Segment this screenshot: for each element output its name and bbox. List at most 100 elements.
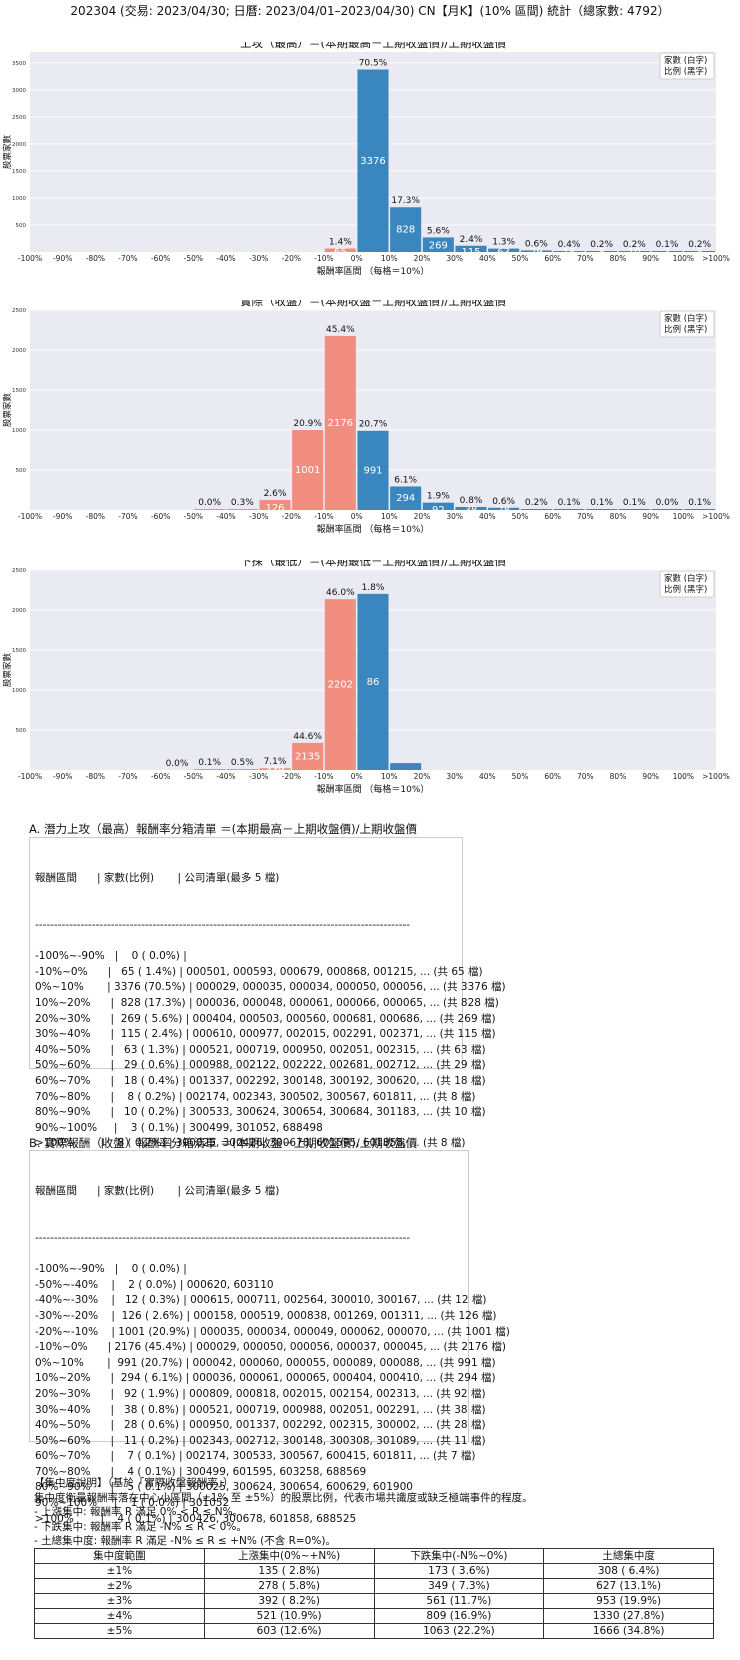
bar-pct-label: 0.2% bbox=[623, 240, 646, 250]
y-tick-label: 2500 bbox=[12, 115, 26, 121]
concentration-table: 集中度範圍 上漲集中(0%~+N%) 下跌集中(-N%~0%) 土總集中度 ±1… bbox=[34, 1548, 714, 1639]
table-cell: 308 ( 6.4%) bbox=[543, 1563, 714, 1579]
table-cell: ±2% bbox=[34, 1578, 205, 1594]
bin-row: -50%~-40% | 2 ( 0.0%) | 000620, 603110 bbox=[35, 1278, 274, 1291]
x-tick-label: -70% bbox=[118, 772, 137, 781]
x-tick-label: 70% bbox=[577, 512, 594, 521]
y-tick-label: 1500 bbox=[12, 388, 26, 394]
table-cell: ±5% bbox=[34, 1623, 205, 1639]
x-tick-label: 0% bbox=[351, 254, 363, 263]
x-tick-label: 90% bbox=[642, 772, 659, 781]
bar-count-label: 269 bbox=[429, 240, 448, 251]
bin-row: -100%~-90% | 0 ( 0.0%) | bbox=[35, 1263, 187, 1276]
x-tick-label: -50% bbox=[184, 512, 203, 521]
bar-count-label: 29 bbox=[530, 247, 543, 258]
bar bbox=[259, 499, 291, 510]
table-cell: 1063 (22.2%) bbox=[373, 1623, 545, 1639]
bar-pct-label: 0.3% bbox=[231, 498, 254, 508]
bar-pct-label: 0.1% bbox=[688, 498, 711, 508]
x-tick-label: 80% bbox=[610, 254, 627, 263]
table-row: ±5% 603 (12.6%) 1063 (22.2%) 1666 (34.8%) bbox=[34, 1623, 714, 1639]
bar-pct-label: 0.1% bbox=[558, 498, 581, 508]
x-tick-label: -10% bbox=[314, 512, 333, 521]
bar-count-label: 10 bbox=[628, 247, 641, 258]
bar bbox=[455, 506, 487, 510]
bin-row: 20%~30% | 269 ( 5.6%) | 000404, 000503, … bbox=[35, 1012, 496, 1025]
chart-title: 下探（最低）＝(本期最低－上期收盤價)/上期收盤價 bbox=[240, 560, 506, 568]
bar bbox=[226, 509, 258, 510]
concentration-section: 【集中度說明】（基於「實際收盤報酬率」） 集中度衡量報酬率落在中心小區間（±1%… bbox=[34, 1476, 714, 1549]
bar-pct-label: 1.9% bbox=[427, 492, 450, 502]
x-tick-label: 40% bbox=[479, 254, 496, 263]
bar-pct-label: 0.2% bbox=[688, 240, 711, 250]
table-cell: 1330 (27.8%) bbox=[543, 1608, 714, 1624]
table-cell: 521 (10.9%) bbox=[203, 1608, 375, 1624]
x-tick-label: 30% bbox=[446, 254, 463, 263]
bar bbox=[422, 237, 454, 252]
table-cell: 173 ( 3.6%) bbox=[373, 1563, 545, 1579]
bar bbox=[520, 250, 552, 252]
bar bbox=[390, 486, 422, 510]
bar-pct-label: 0.4% bbox=[558, 240, 581, 250]
x-tick-label: -90% bbox=[53, 772, 72, 781]
bar-pct-label: 0.0% bbox=[166, 759, 189, 769]
y-tick-label: 1500 bbox=[12, 169, 26, 175]
bar bbox=[292, 742, 324, 770]
bar-count-label: 2176 bbox=[328, 418, 353, 429]
bar-count-label: 63 bbox=[497, 247, 510, 258]
table-cell: 603 (12.6%) bbox=[203, 1623, 375, 1639]
bar-count-label: 115 bbox=[461, 247, 480, 258]
bin-row: 50%~60% | 29 ( 0.6%) | 000988, 002122, 0… bbox=[35, 1059, 486, 1072]
bin-row: 90%~100% | 1 ( 0.0%) | 301052 bbox=[35, 1497, 230, 1510]
y-tick-label: 1000 bbox=[12, 428, 26, 434]
y-tick-label: 2000 bbox=[12, 608, 26, 614]
x-tick-label: -80% bbox=[86, 254, 105, 263]
x-tick-label: -90% bbox=[53, 254, 72, 263]
bar bbox=[684, 251, 716, 252]
bar-pct-label: 6.1% bbox=[394, 475, 417, 485]
table-cell: ±3% bbox=[34, 1593, 205, 1609]
legend-text: 比例 (黑字) bbox=[664, 584, 707, 595]
bar-count-label: 339 bbox=[265, 765, 284, 776]
bin-row: 40%~50% | 28 ( 0.6%) | 000950, 001337, 0… bbox=[35, 1419, 486, 1432]
bar-pct-label: 7.1% bbox=[264, 757, 287, 767]
x-axis-label: 報酬率區間 （每格＝10%） bbox=[317, 265, 430, 277]
chart-title: 實際（收盤）＝(本期收盤－上期收盤價)/上期收盤價 bbox=[240, 300, 506, 308]
legend-text: 家數 (白字) bbox=[664, 313, 707, 324]
bar-count-label: 65 bbox=[334, 247, 347, 258]
bar bbox=[455, 245, 487, 252]
bar bbox=[357, 593, 389, 770]
concentration-desc: 集中度衡量報酬率落在中心小區間（±1% 至 ±5%）的股票比例，代表市場共識度或… bbox=[34, 1491, 533, 1504]
bar-pct-label: 0.6% bbox=[492, 497, 515, 507]
x-tick-label: 10% bbox=[381, 254, 398, 263]
bar bbox=[488, 507, 520, 510]
x-tick-label: 60% bbox=[544, 512, 561, 521]
bar-pct-label: 0.0% bbox=[656, 498, 679, 508]
bar-count-label: 86 bbox=[367, 677, 380, 688]
x-tick-label: 30% bbox=[446, 512, 463, 521]
legend-box bbox=[659, 52, 715, 80]
bin-row: 40%~50% | 63 ( 1.3%) | 000521, 000719, 0… bbox=[35, 1043, 486, 1056]
bar-pct-label: 1.4% bbox=[329, 237, 352, 247]
table-cell: 392 ( 8.2%) bbox=[203, 1593, 375, 1609]
x-tick-label: 50% bbox=[512, 772, 529, 781]
bar-count-label: 3376 bbox=[360, 156, 385, 167]
bar bbox=[324, 599, 356, 770]
table-cell: 349 ( 7.3%) bbox=[373, 1578, 545, 1594]
bar-pct-label: 44.6% bbox=[293, 732, 322, 742]
section-b-title: B. 實際報酬（收盤）報酬率分箱清單 ＝(本期收盤－上期收盤價)/上期收盤價 bbox=[29, 1136, 418, 1150]
bar-count-label: 3 bbox=[664, 247, 670, 258]
legend-text: 家數 (白字) bbox=[664, 55, 707, 66]
bar-pct-label: 46.0% bbox=[326, 588, 355, 598]
bin-row: 0%~10% | 991 (20.7%) | 000042, 000060, 0… bbox=[35, 1356, 496, 1369]
bar-count-label: 92 bbox=[432, 505, 445, 516]
legend-note: 家數 (白字)比例 (黑字) bbox=[659, 310, 715, 338]
x-tick-label: 100% bbox=[673, 772, 694, 781]
bin-row: 80%~90% | 5 ( 0.1%) | 300025, 300624, 30… bbox=[35, 1481, 413, 1494]
x-tick-label: >100% bbox=[702, 772, 730, 781]
bar-pct-label: 0.2% bbox=[525, 498, 548, 508]
section-a-title: A. 潛力上攻（最高）報酬率分箱清單 ＝(本期最高－上期收盤價)/上期收盤價 bbox=[29, 822, 417, 836]
section-a-list: 報酬區間 | 家數(比例) | 公司清單(最多 5 檔) -----------… bbox=[29, 837, 506, 1149]
chart-upside-high: 上攻（最高）＝(本期最高－上期收盤價)/上期收盤價 500 1000 1500 2000… bbox=[2, 42, 730, 277]
x-tick-label: -60% bbox=[151, 772, 170, 781]
